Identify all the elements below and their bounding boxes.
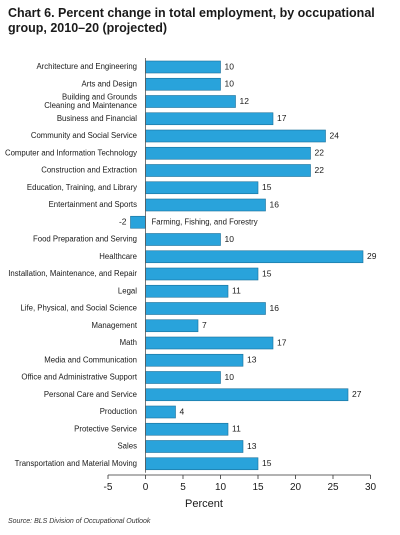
data-label: 29 bbox=[367, 251, 377, 261]
category-label: Arts and Design bbox=[82, 79, 137, 88]
data-label: 22 bbox=[315, 148, 325, 158]
data-label: -2 bbox=[119, 217, 127, 227]
data-label: 10 bbox=[225, 61, 235, 71]
bar bbox=[145, 164, 311, 177]
category-label: Education, Training, and Library bbox=[27, 183, 137, 192]
category-label: Computer and Information Technology bbox=[5, 148, 137, 157]
category-label: Construction and Extraction bbox=[41, 166, 137, 175]
bar bbox=[145, 267, 259, 281]
category-label: Community and Social Service bbox=[31, 131, 137, 140]
bar bbox=[145, 60, 221, 74]
data-label: 7 bbox=[202, 320, 207, 330]
bar bbox=[145, 457, 259, 471]
data-label: 17 bbox=[277, 113, 287, 123]
x-tick-label: 15 bbox=[252, 482, 264, 493]
bar bbox=[145, 319, 199, 333]
data-label: 22 bbox=[315, 165, 325, 175]
bar bbox=[145, 129, 326, 143]
category-label: Production bbox=[100, 407, 137, 416]
bar bbox=[145, 112, 274, 126]
data-label: 27 bbox=[352, 389, 362, 399]
data-label: 10 bbox=[225, 234, 235, 244]
bar bbox=[145, 371, 221, 384]
bar bbox=[145, 302, 266, 315]
category-label: Business and Financial bbox=[57, 114, 137, 123]
category-label: Transportation and Material Moving bbox=[15, 459, 137, 468]
x-axis-label: Percent bbox=[185, 498, 223, 510]
chart-title: Chart 6. Percent change in total employm… bbox=[8, 6, 375, 35]
data-label: 13 bbox=[247, 441, 257, 451]
x-tick-label: 20 bbox=[290, 482, 302, 493]
bar bbox=[145, 388, 349, 402]
x-axis: -5 0 5 10 15 20 25 30 bbox=[104, 474, 377, 493]
bar bbox=[145, 146, 311, 160]
category-label: Entertainment and Sports bbox=[49, 200, 138, 209]
data-label: 4 bbox=[180, 406, 185, 416]
x-tick-label: 5 bbox=[180, 482, 186, 493]
category-label: Architecture and Engineering bbox=[36, 62, 137, 71]
category-label: Food Preparation and Serving bbox=[33, 235, 137, 244]
data-label: 24 bbox=[330, 130, 340, 140]
category-label: Media and Communication bbox=[44, 355, 137, 364]
bars-layer: 10 Architecture and Engineering 10 Arts and… bbox=[5, 58, 377, 473]
category-label: Sales bbox=[117, 442, 137, 451]
bar bbox=[145, 422, 229, 436]
bar bbox=[145, 440, 244, 453]
bar bbox=[145, 284, 229, 298]
data-label: 11 bbox=[232, 286, 241, 296]
bar bbox=[145, 198, 266, 212]
category-label: Healthcare bbox=[99, 252, 137, 261]
x-tick-label: -5 bbox=[104, 482, 113, 493]
bar bbox=[145, 405, 176, 419]
category-label: Math bbox=[120, 338, 137, 347]
category-label: Protective Service bbox=[74, 424, 137, 433]
bar bbox=[145, 95, 236, 108]
data-label: 10 bbox=[225, 79, 235, 89]
x-tick-label: 0 bbox=[143, 482, 149, 493]
category-label: Legal bbox=[118, 286, 137, 295]
data-label: 17 bbox=[277, 337, 287, 347]
data-label: 13 bbox=[247, 355, 257, 365]
data-label: 15 bbox=[262, 458, 272, 468]
data-label: 12 bbox=[240, 96, 250, 106]
category-label: Office and Administrative Support bbox=[21, 373, 137, 382]
bar bbox=[130, 215, 146, 229]
bar bbox=[145, 233, 221, 246]
data-label: 11 bbox=[232, 424, 241, 434]
source-note: Source: BLS Division of Occupational Out… bbox=[8, 518, 151, 525]
category-label: Farming, Fishing, and Forestry bbox=[152, 217, 258, 226]
data-label: 10 bbox=[225, 372, 235, 382]
bar bbox=[145, 77, 221, 91]
category-label: Building and Grounds Cleaning and Mainten… bbox=[44, 92, 137, 110]
category-label: Installation, Maintenance, and Repair bbox=[8, 269, 137, 278]
data-label: 15 bbox=[262, 268, 272, 278]
bar bbox=[145, 250, 364, 264]
bar bbox=[145, 353, 244, 367]
data-label: 15 bbox=[262, 182, 272, 192]
data-label: 16 bbox=[270, 303, 280, 313]
category-label: Personal Care and Service bbox=[44, 390, 137, 399]
category-label: Life, Physical, and Social Science bbox=[20, 304, 137, 313]
x-tick-label: 30 bbox=[365, 482, 377, 493]
x-tick-label: 25 bbox=[327, 482, 339, 493]
bar bbox=[145, 181, 259, 195]
category-label: Management bbox=[91, 321, 137, 330]
data-label: 16 bbox=[270, 199, 280, 209]
bar bbox=[145, 336, 274, 350]
x-tick-label: 10 bbox=[215, 482, 227, 493]
